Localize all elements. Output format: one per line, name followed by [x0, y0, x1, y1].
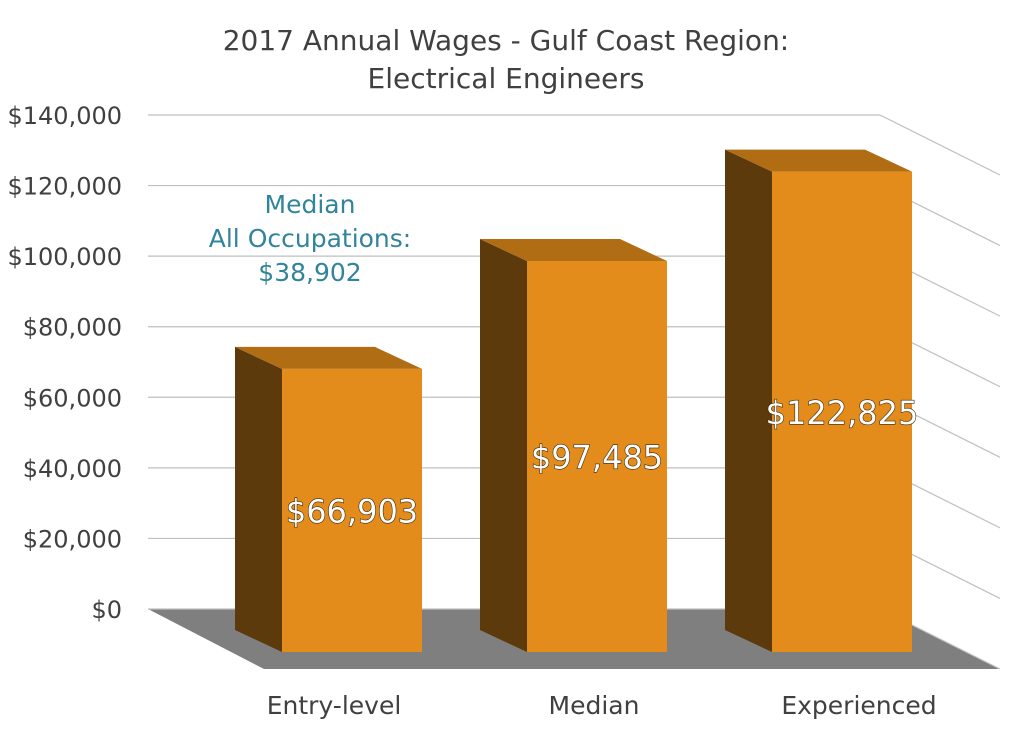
- y-tick-label: $100,000: [7, 243, 122, 271]
- x-tick-label: Entry-level: [267, 691, 402, 720]
- data-label: $97,485: [531, 439, 663, 477]
- bar-side-face: [480, 239, 527, 652]
- data-label: $66,903: [286, 492, 418, 530]
- median-annotation-value: $38,902: [258, 258, 362, 287]
- y-tick-label: $120,000: [7, 173, 122, 201]
- y-tick-label: $20,000: [23, 525, 122, 553]
- bar-side-face: [725, 149, 772, 652]
- gridline-side: [879, 114, 1001, 176]
- x-tick-label: Median: [549, 691, 640, 720]
- chart-title-line-2: Electrical Engineers: [367, 62, 645, 95]
- chart-title-line-1: 2017 Annual Wages - Gulf Coast Region:: [222, 24, 790, 57]
- y-tick-label: $0: [91, 596, 122, 624]
- data-label: $122,825: [766, 394, 919, 432]
- y-tick-label: $40,000: [23, 455, 122, 483]
- median-annotation-label: Median: [264, 190, 356, 219]
- y-tick-label: $60,000: [23, 384, 122, 412]
- y-tick-label: $140,000: [7, 102, 122, 130]
- bar-top-face: [235, 346, 422, 369]
- bar: [772, 171, 912, 652]
- bar-side-face: [235, 346, 282, 652]
- bar: [527, 261, 667, 652]
- median-annotation-subtitle: All Occupations:: [208, 224, 412, 253]
- bar-top-face: [725, 149, 912, 172]
- bar-top-face: [480, 239, 667, 262]
- x-tick-label: Experienced: [781, 691, 936, 720]
- bar: [282, 368, 422, 652]
- y-tick-label: $80,000: [23, 314, 122, 342]
